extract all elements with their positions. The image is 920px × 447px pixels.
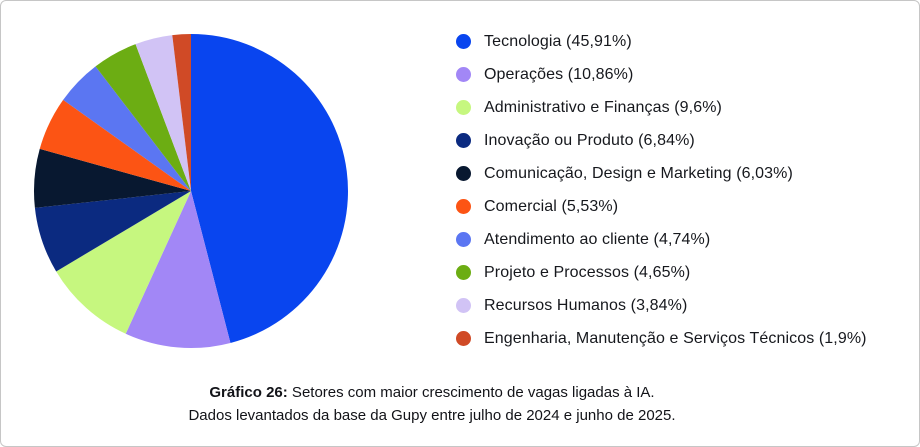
legend-color-dot <box>456 232 471 247</box>
legend-color-dot <box>456 166 471 181</box>
legend-item-7: Atendimento ao cliente (4,74%) <box>456 223 867 256</box>
pie-chart-svg <box>33 34 348 349</box>
legend-item-9: Recursos Humanos (3,84%) <box>456 289 867 322</box>
pie-slice-3 <box>56 191 192 334</box>
legend-label: Inovação ou Produto (6,84%) <box>484 131 695 149</box>
legend-item-2: Operações (10,86%) <box>456 58 867 91</box>
legend-color-dot <box>456 265 471 280</box>
legend-color-dot <box>456 100 471 115</box>
pie-slice-7 <box>63 66 191 191</box>
caption-line-2: Dados levantados da base da Gupy entre j… <box>188 407 676 424</box>
legend-label: Projeto e Processos (4,65%) <box>484 263 691 281</box>
legend-item-1: Tecnologia (45,91%) <box>456 25 867 58</box>
pie-slice-5 <box>33 148 191 208</box>
legend-label: Engenharia, Manutenção e Serviços Técnic… <box>484 329 867 347</box>
legend-label: Operações (10,86%) <box>484 65 634 83</box>
legend-item-6: Comercial (5,53%) <box>456 190 867 223</box>
legend-label: Atendimento ao cliente (4,74%) <box>484 230 711 248</box>
legend-item-8: Projeto e Processos (4,65%) <box>456 256 867 289</box>
legend-label: Tecnologia (45,91%) <box>484 32 632 50</box>
legend-color-dot <box>456 34 471 49</box>
legend-label: Comunicação, Design e Marketing (6,03%) <box>484 164 793 182</box>
chart-caption: Gráfico 26: Setores com maior cresciment… <box>1 381 863 427</box>
caption-line-1: Gráfico 26: Setores com maior cresciment… <box>1 381 863 404</box>
caption-title: Setores com maior crescimento de vagas l… <box>287 384 655 401</box>
legend-color-dot <box>456 67 471 82</box>
pie-chart <box>1 1 401 381</box>
pie-slice-8 <box>95 44 191 192</box>
legend-color-dot <box>456 331 471 346</box>
legend-item-5: Comunicação, Design e Marketing (6,03%) <box>456 157 867 190</box>
legend-label: Comercial (5,53%) <box>484 197 619 215</box>
legend-label: Administrativo e Finanças (9,6%) <box>484 98 722 116</box>
legend-item-4: Inovação ou Produto (6,84%) <box>456 124 867 157</box>
pie-slice-4 <box>34 191 191 272</box>
legend-item-3: Administrativo e Finanças (9,6%) <box>456 91 867 124</box>
pie-slice-10 <box>172 34 191 191</box>
legend-label: Recursos Humanos (3,84%) <box>484 296 688 314</box>
legend-color-dot <box>456 298 471 313</box>
caption-figure-number: Gráfico 26: <box>209 384 288 401</box>
pie-slice-1 <box>191 34 348 343</box>
legend-item-10: Engenharia, Manutenção e Serviços Técnic… <box>456 322 867 355</box>
legend-color-dot <box>456 199 471 214</box>
chart-legend: Tecnologia (45,91%) Operações (10,86%) Adm… <box>456 25 867 355</box>
pie-slice-2 <box>125 191 231 349</box>
pie-slice-9 <box>135 35 191 192</box>
pie-slice-6 <box>39 99 191 191</box>
legend-color-dot <box>456 133 471 148</box>
